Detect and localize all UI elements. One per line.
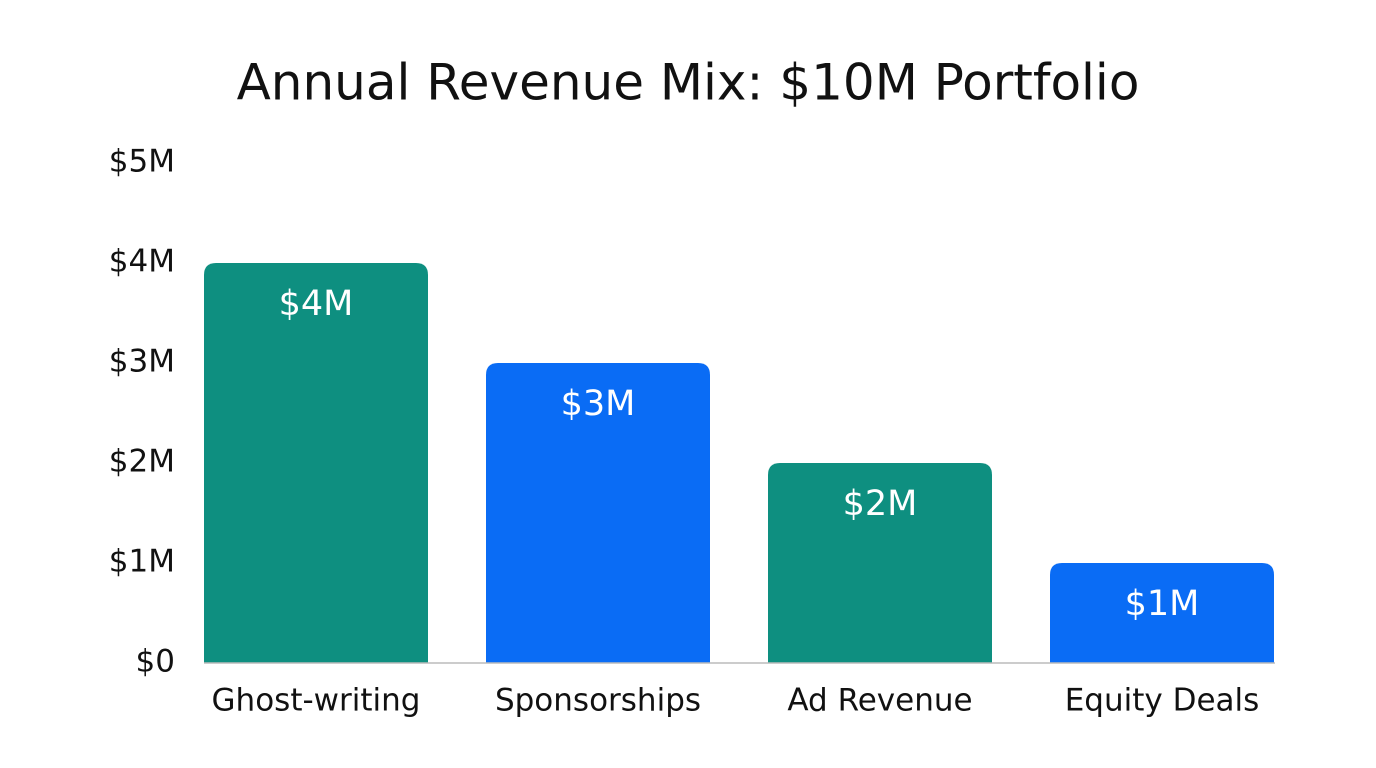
value-label: $4M bbox=[279, 284, 354, 324]
bar bbox=[1050, 563, 1274, 663]
y-tick-label: $4M bbox=[109, 244, 175, 280]
value-label: $1M bbox=[1125, 584, 1200, 624]
x-tick-label: Sponsorships bbox=[495, 683, 701, 719]
value-label: $2M bbox=[843, 484, 918, 524]
y-tick-label: $0 bbox=[136, 644, 175, 680]
y-tick-label: $2M bbox=[109, 444, 175, 480]
y-tick-label: $5M bbox=[109, 144, 175, 180]
bar bbox=[768, 463, 992, 663]
x-tick-label: Equity Deals bbox=[1065, 683, 1260, 719]
x-tick-label: Ghost-writing bbox=[212, 683, 421, 719]
bar bbox=[204, 263, 428, 663]
chart-title: Annual Revenue Mix: $10M Portfolio bbox=[237, 54, 1140, 112]
bar bbox=[486, 363, 710, 663]
value-label: $3M bbox=[561, 384, 636, 424]
x-tick-label: Ad Revenue bbox=[787, 683, 972, 719]
y-tick-label: $3M bbox=[109, 344, 175, 380]
y-tick-label: $1M bbox=[109, 544, 175, 580]
